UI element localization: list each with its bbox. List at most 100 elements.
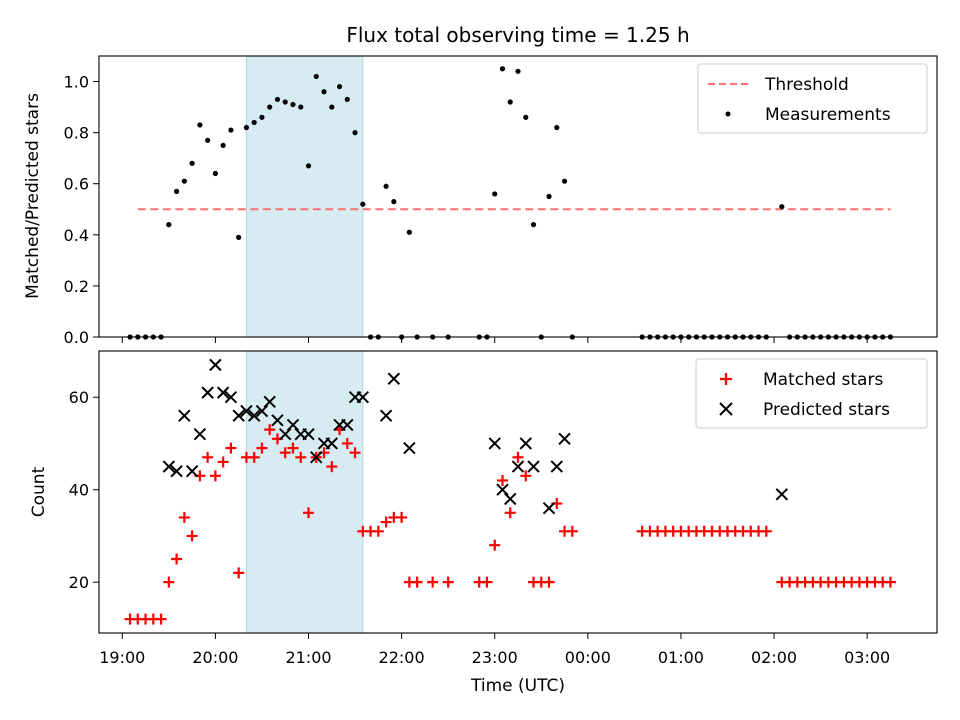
predicted-star-point: [341, 418, 354, 432]
predicted-star-point: [209, 358, 222, 372]
x-tick-label: 19:00: [99, 648, 145, 667]
measurement-point: [212, 170, 218, 177]
matched-star-point: [427, 576, 439, 588]
matched-star-point: [233, 567, 245, 579]
matched-star-point: [303, 507, 314, 519]
predicted-star-point: [240, 404, 253, 418]
measurement-point: [523, 114, 529, 120]
predicted-star-point: [162, 460, 176, 473]
top-panel: 0.0 0.2 0.4 0.6 0.8 1.0 Matched/Predicted sta…: [23, 55, 938, 347]
predicted-star-point: [511, 460, 525, 473]
predicted-star-point: [193, 428, 207, 441]
measurement-point: [282, 99, 288, 105]
matched-star-point: [209, 470, 221, 482]
bottom-y-axis-label: Count: [29, 466, 49, 517]
predicted-star-point: [279, 428, 292, 441]
predicted-star-point: [325, 437, 338, 450]
bottom-highlight-layer: [245, 350, 364, 634]
matched-star-point: [520, 470, 532, 482]
matched-star-point: [512, 451, 524, 463]
measurement-point: [507, 99, 513, 105]
matched-star-point: [178, 511, 190, 523]
top-plot-frame: [98, 55, 938, 338]
bottom-highlight-span: [245, 350, 364, 634]
matched-star-point: [349, 447, 361, 459]
matched-star-point: [884, 576, 896, 588]
predicted-star-point: [224, 391, 238, 404]
predicted-star-point: [542, 501, 556, 515]
measurement-point: [499, 66, 506, 72]
matched-star-point: [372, 525, 384, 537]
predicted-star-point: [170, 464, 183, 478]
bottom-panel: 20 40 60 19:00 20:00 21:00 22:00 23:00 00:00 01:…: [29, 350, 938, 696]
matched-star-point: [760, 525, 772, 537]
x-tick-label: 23:00: [472, 648, 518, 667]
measurement-point: [336, 84, 343, 90]
measurement-point: [189, 160, 195, 166]
matched-star-point: [163, 576, 175, 588]
measurement-point: [383, 183, 389, 189]
measurement-point: [243, 124, 250, 131]
matched-star-point: [481, 576, 493, 588]
matched-star-point: [295, 451, 307, 463]
matched-star-point: [496, 474, 508, 486]
legend-matched-marker: [720, 373, 732, 385]
matched-star-point: [202, 451, 214, 463]
matched-star-point: [186, 530, 198, 542]
matched-star-point: [380, 516, 392, 528]
legend-matched-label: Matched stars: [763, 370, 883, 390]
predicted-star-point: [247, 409, 261, 422]
top-y-tick-label: 0.2: [64, 277, 89, 296]
matched-star-point: [411, 576, 423, 588]
top-y-tick-label: 0.8: [64, 124, 89, 143]
bottom-y-tick-label: 20: [69, 573, 89, 592]
matched-star-point: [279, 447, 291, 459]
measurement-point: [554, 124, 560, 131]
bottom-legend: Matched stars Predicted stars: [695, 358, 928, 429]
matched-star-point: [225, 442, 237, 454]
bottom-points-layer: [124, 358, 896, 625]
top-yticks: 0.0 0.2 0.4 0.6 0.8 1.0: [64, 73, 99, 347]
predicted-star-point: [387, 372, 401, 385]
predicted-star-point: [558, 432, 571, 446]
legend-measurement-label: Measurements: [765, 105, 891, 125]
predicted-star-point: [201, 386, 214, 399]
predicted-star-point: [504, 492, 517, 506]
matched-star-point: [566, 525, 578, 537]
x-tick-label: 21:00: [285, 648, 331, 667]
predicted-star-point: [216, 386, 230, 399]
measurement-point: [561, 178, 568, 184]
x-tick-label: 01:00: [658, 648, 704, 667]
top-y-tick-label: 0.4: [64, 226, 89, 245]
top-points-layer: [127, 66, 894, 340]
matched-star-point: [264, 424, 276, 436]
matched-star-point: [171, 553, 183, 565]
measurement-point: [344, 96, 350, 103]
measurement-point: [236, 234, 242, 240]
matched-star-point: [442, 576, 454, 588]
top-legend: Threshold Measurements: [697, 63, 928, 134]
measurement-point: [166, 222, 172, 228]
predicted-star-point: [255, 404, 269, 418]
legend-predicted-label: Predicted stars: [763, 400, 890, 420]
x-tick-label: 22:00: [379, 648, 425, 667]
matched-star-point: [217, 456, 229, 468]
matched-star-point: [396, 511, 408, 523]
measurement-point: [197, 122, 203, 128]
top-y-tick-label: 0.0: [64, 328, 89, 347]
bottom-yticks: 20 40 60: [69, 388, 99, 592]
predicted-star-point: [519, 437, 532, 450]
predicted-star-point: [496, 483, 509, 496]
bottom-y-tick-label: 40: [69, 481, 89, 500]
matched-star-point: [256, 442, 268, 454]
predicted-star-point: [263, 395, 276, 409]
bottom-legend-box: [695, 358, 928, 429]
matched-star-point: [504, 507, 516, 519]
matched-star-point: [155, 613, 167, 625]
measurement-point: [329, 104, 335, 110]
measurement-point: [530, 222, 537, 228]
measurement-point: [391, 199, 397, 205]
bottom-y-tick-label: 60: [69, 388, 89, 407]
measurement-point: [515, 68, 521, 74]
top-highlight-layer: [245, 55, 364, 338]
